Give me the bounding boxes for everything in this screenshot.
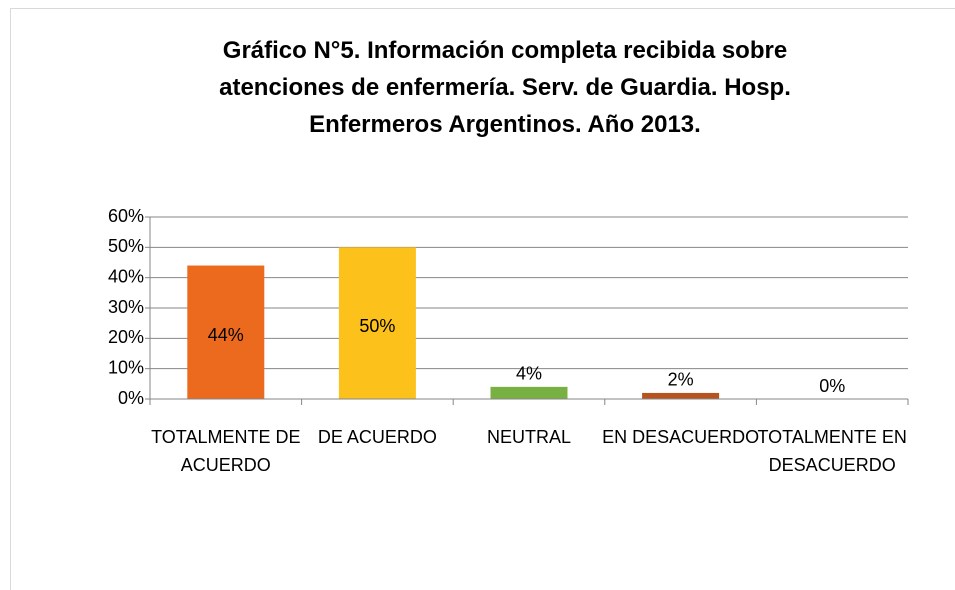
chart-title: Gráfico N°5. Información completa recibi… (219, 37, 791, 138)
data-label: 0% (819, 376, 845, 396)
bar (490, 386, 568, 399)
bar (338, 247, 416, 399)
y-tick-label: 60% (108, 206, 144, 226)
data-label: 4% (516, 364, 542, 384)
x-tick-label: TOTALMENTE EN DESACUERDO (757, 427, 907, 475)
y-tick-label: 0% (118, 388, 144, 408)
data-label: 50% (359, 316, 395, 336)
x-tick-label: EN DESACUERDO (602, 427, 760, 447)
x-tick-label: TOTALMENTE DE ACUERDO (151, 427, 301, 475)
y-tick-label: 30% (108, 297, 144, 317)
bar (187, 265, 265, 399)
bar (642, 392, 720, 399)
y-tick-label: 50% (108, 236, 144, 256)
data-label: 44% (208, 325, 244, 345)
y-tick-label: 40% (108, 266, 144, 286)
data-label: 2% (668, 370, 694, 390)
y-tick-label: 10% (108, 357, 144, 377)
chart-frame (10, 8, 955, 590)
y-tick-label: 20% (108, 327, 144, 347)
x-tick-label: NEUTRAL (486, 427, 571, 447)
x-tick-label: DE ACUERDO (317, 427, 437, 447)
